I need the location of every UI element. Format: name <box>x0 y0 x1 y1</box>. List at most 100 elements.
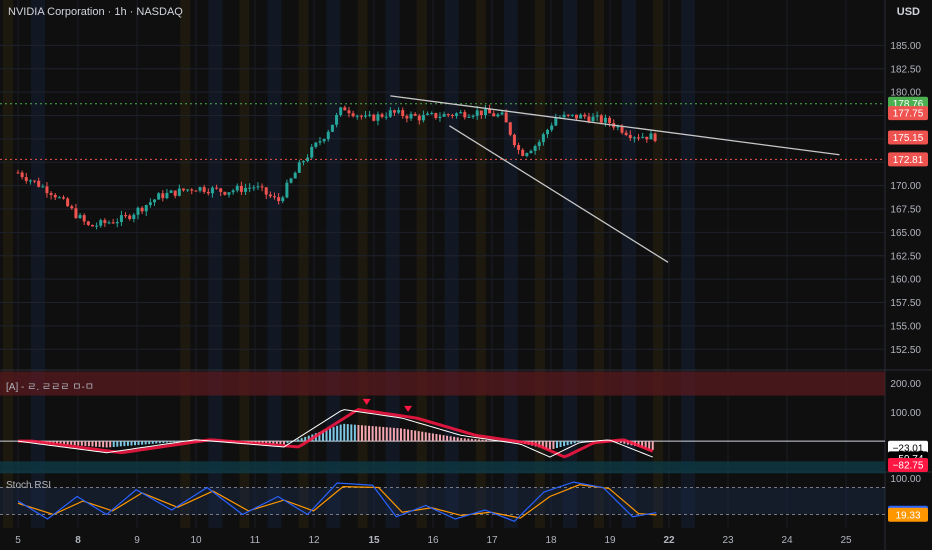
trendline <box>449 125 669 263</box>
candle-body <box>566 114 570 116</box>
currency-label[interactable]: USD <box>896 6 920 18</box>
candle-body <box>78 215 82 218</box>
candle-body <box>649 133 653 140</box>
price-tick-label: 155.00 <box>890 321 921 332</box>
session-band-post <box>267 0 282 528</box>
candle-body <box>181 188 185 191</box>
session-band-post <box>622 0 636 528</box>
candle-body <box>562 114 566 118</box>
price-label-text: 175.15 <box>893 133 924 144</box>
candle-body <box>392 110 396 113</box>
candle-body <box>45 186 49 194</box>
candle-body <box>521 149 525 156</box>
candle-body <box>186 189 190 191</box>
candle-body <box>492 113 496 117</box>
candle-body <box>173 190 177 196</box>
candle-body <box>442 114 446 117</box>
x-tick-label: 25 <box>840 535 852 546</box>
candle-body <box>512 134 516 146</box>
candle-body <box>554 117 558 126</box>
session-band-pre <box>594 0 604 528</box>
candle-body <box>144 205 148 212</box>
candle-body <box>372 114 376 121</box>
stoch-value-box <box>888 507 928 522</box>
candle-body <box>244 187 248 192</box>
candle-body <box>140 207 144 212</box>
candle-body <box>165 192 169 199</box>
candle-body <box>66 198 70 207</box>
candle-body <box>355 115 359 117</box>
session-band-pre <box>3 0 13 528</box>
session-band-pre <box>298 0 309 528</box>
session-band-pre <box>180 0 191 528</box>
candle-body <box>343 107 347 111</box>
candle-body <box>488 108 492 114</box>
session-band-pre <box>653 0 664 528</box>
candle-body <box>198 187 202 191</box>
osc-value-box <box>888 440 928 455</box>
candle-body <box>599 115 603 123</box>
candle-body <box>281 197 285 202</box>
candle-body <box>537 142 541 147</box>
candle-body <box>579 114 583 119</box>
session-band-post <box>326 0 341 528</box>
candle-body <box>364 115 368 117</box>
candle-body <box>471 115 475 117</box>
x-tick-label: 5 <box>15 535 21 546</box>
session-band-post <box>681 0 696 528</box>
candle-body <box>268 194 272 197</box>
candle-body <box>591 116 595 122</box>
candle-body <box>74 208 78 218</box>
candle-body <box>641 136 645 138</box>
x-tick-label: 19 <box>604 535 616 546</box>
candle-body <box>504 112 508 123</box>
candle-body <box>194 190 198 192</box>
candle-body <box>546 129 550 135</box>
candle-body <box>628 134 632 139</box>
candle-body <box>306 157 310 162</box>
candle-body <box>318 141 322 143</box>
price-tick-label: 167.50 <box>890 205 921 216</box>
candle-body <box>508 122 512 135</box>
candle-body <box>368 114 372 116</box>
session-band-post <box>385 0 400 528</box>
candle-body <box>496 114 500 117</box>
price-label-text: 177.75 <box>893 109 924 120</box>
osc-main-line <box>17 409 653 458</box>
candle-body <box>277 197 281 202</box>
candle-body <box>24 177 28 181</box>
x-tick-label: 15 <box>368 535 380 546</box>
candle-body <box>256 186 260 188</box>
candle-body <box>608 117 612 124</box>
candle-body <box>376 114 380 121</box>
candle-body <box>41 186 45 188</box>
candle-body <box>438 116 442 119</box>
session-band-pre <box>534 0 545 528</box>
candle-body <box>260 186 264 188</box>
candle-body <box>107 222 111 224</box>
candle-body <box>645 136 649 140</box>
x-tick-label: 9 <box>134 535 140 546</box>
price-label-text: 172.81 <box>893 155 924 166</box>
candle-body <box>252 187 256 189</box>
candle-body <box>169 190 173 193</box>
candle-body <box>190 189 194 191</box>
candle-body <box>111 222 115 224</box>
candle-body <box>347 110 351 114</box>
candle-body <box>148 202 152 206</box>
candle-body <box>450 115 454 117</box>
candle-body <box>49 193 53 195</box>
candle-body <box>326 131 330 140</box>
price-tick-label: 152.50 <box>890 345 921 356</box>
candle-body <box>37 180 41 187</box>
candle-body <box>235 185 239 191</box>
indicator-pane-label: [A] - ㄹ. ㄹㄹㄹ ㅁ-ㅁ <box>6 382 94 393</box>
candle-body <box>384 116 388 118</box>
candle-body <box>479 110 483 116</box>
x-tick-label: 24 <box>781 535 793 546</box>
session-band-post <box>444 0 459 528</box>
candle-body <box>467 116 471 118</box>
x-tick-label: 16 <box>427 535 439 546</box>
candle-body <box>335 115 339 125</box>
